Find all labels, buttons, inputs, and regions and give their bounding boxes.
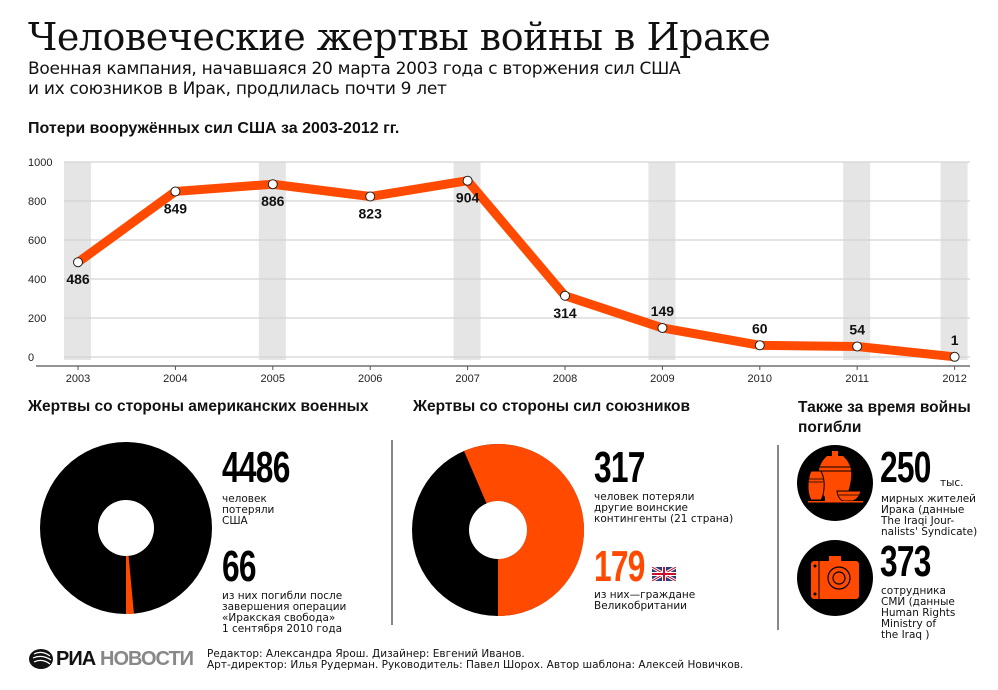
- y-tick-label: 200: [28, 313, 46, 325]
- allies-total-caption: человек потеряли другие воинские континг…: [594, 491, 734, 525]
- data-label: 1: [951, 332, 959, 348]
- data-point: [949, 351, 960, 362]
- civilians-unit: тыс.: [940, 477, 964, 489]
- us-section-title: Жертвы со стороны американских военных: [28, 398, 369, 415]
- media-caption: сотрудника СМИ (данные Human Rights Mini…: [881, 585, 956, 641]
- x-tick-label: 2010: [748, 373, 772, 385]
- data-label: 904: [456, 190, 480, 206]
- allies-donut-hole: [469, 501, 527, 559]
- page-title: Человеческие жертвы войны в Ираке: [28, 15, 771, 59]
- logo-bold-text: РИА: [56, 648, 96, 670]
- data-label: 54: [849, 321, 865, 337]
- data-label: 823: [359, 206, 383, 222]
- data-point: [73, 257, 83, 268]
- allies-donut-slice-uk: [464, 444, 584, 616]
- chart-title: Потери вооружённых сил США за 2003-2012 …: [28, 120, 400, 137]
- logo-light-text: НОВОСТИ: [100, 648, 194, 670]
- x-tick-label: 2007: [455, 373, 479, 385]
- data-point: [365, 191, 376, 202]
- ria-novosti-logo: РИА НОВОСТИ: [28, 648, 198, 670]
- x-tick-label: 2005: [261, 373, 285, 385]
- x-tick-label: 2004: [163, 373, 187, 385]
- y-tick-label: 0: [28, 352, 34, 364]
- pottery-icon: [797, 445, 873, 521]
- us-total-number: 4486: [222, 443, 290, 492]
- globe-icon: [29, 649, 53, 669]
- civilians-caption: мирных жителей Ирака (данные The Iraqi J…: [881, 493, 978, 538]
- y-tick-label: 600: [28, 235, 46, 247]
- data-point: [754, 340, 765, 351]
- data-point: [170, 186, 181, 197]
- x-tick-label: 2008: [553, 373, 577, 385]
- allies-total-number: 317: [594, 443, 645, 492]
- other-section-title: Также за время войны погибли: [798, 398, 971, 438]
- credits-line-2: Арт-директор: Илья Рудерман. Руководител…: [207, 659, 744, 671]
- other-title-line: Также за время войны: [798, 399, 971, 416]
- line-chart: 0 200 400 600 800 1000 2003 2004 2005 2006 2007 20…: [28, 157, 970, 385]
- us-total-caption: человек потеряли США: [222, 493, 275, 527]
- data-point: [462, 175, 473, 186]
- us-after-caption: из них погибли после завершения операции…: [222, 590, 347, 635]
- section-separator: [391, 440, 393, 625]
- series-line: [73, 176, 960, 362]
- uk-flag-icon: [652, 567, 676, 581]
- y-tick-label: 400: [28, 274, 46, 286]
- data-label: 149: [651, 303, 675, 319]
- section-separator: [777, 445, 779, 630]
- x-tick-label: 2011: [845, 373, 869, 385]
- us-donut-chart: [40, 442, 212, 614]
- other-title-line: погибли: [798, 419, 862, 436]
- media-number: 373: [880, 537, 931, 586]
- us-after-number: 66: [222, 542, 257, 591]
- data-point: [560, 290, 570, 301]
- subtitle: Военная кампания, начавшаяся 20 марта 20…: [28, 59, 681, 99]
- uk-number: 179: [594, 542, 645, 591]
- column-band: [940, 162, 968, 360]
- data-label: 60: [752, 320, 768, 336]
- x-tick-label: 2009: [650, 373, 674, 385]
- data-label: 849: [164, 200, 188, 216]
- data-label: 486: [66, 271, 90, 287]
- camera-icon: [797, 540, 873, 616]
- us-donut-slice-highlight: [126, 555, 134, 614]
- y-tick-label: 800: [28, 196, 46, 208]
- data-label: 314: [553, 305, 577, 321]
- civilians-number: 250: [880, 443, 931, 492]
- x-tick-label: 2012: [942, 373, 966, 385]
- x-tick-label: 2003: [66, 373, 90, 385]
- x-tick-label: 2006: [358, 373, 382, 385]
- us-donut-hole: [98, 500, 154, 556]
- subtitle-line: и их союзников в Ирак, продлилась почти …: [28, 79, 447, 99]
- column-band: [843, 162, 871, 360]
- allies-section-title: Жертвы со стороны сил союзников: [413, 398, 691, 415]
- data-point: [657, 322, 668, 333]
- allies-donut-chart: [412, 444, 584, 616]
- data-point: [852, 341, 863, 352]
- column-band: [258, 162, 286, 360]
- credits-line-1: Редактор: Александра Ярош. Дизайнер: Евг…: [207, 648, 525, 660]
- data-label: 886: [261, 193, 285, 209]
- uk-caption: из них—граждане Великобритании: [594, 589, 696, 612]
- y-tick-label: 1000: [28, 157, 52, 169]
- subtitle-line: Военная кампания, начавшаяся 20 марта 20…: [28, 59, 681, 79]
- data-point: [267, 179, 278, 190]
